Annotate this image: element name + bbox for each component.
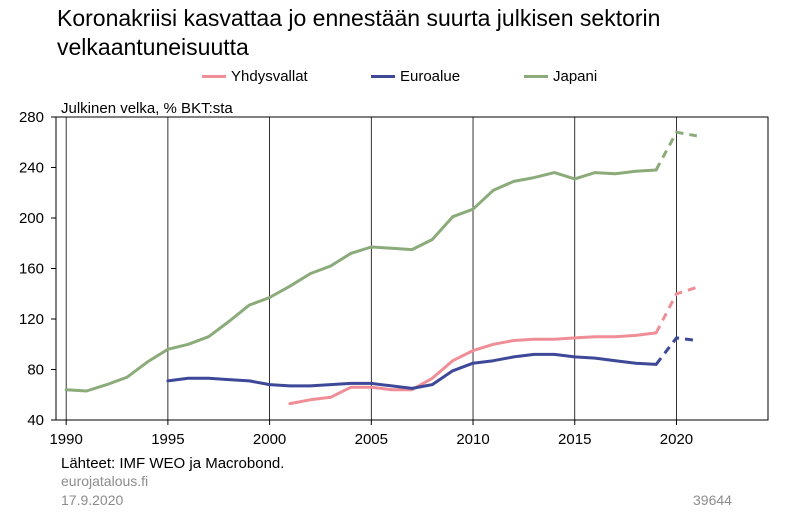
y-tick-label-80: 80 [27,362,44,379]
chart-title: Koronakriisi kasvattaa jo ennestään suur… [57,4,660,62]
series-line-yhdysvallat [288,331,658,406]
legend: Yhdysvallat Euroalue Japani [0,68,801,90]
legend-item-japani: Japani [524,68,597,85]
y-tick-label-120: 120 [19,311,44,328]
x-tick-label-2015: 2015 [558,431,591,448]
legend-label-euroalue: Euroalue [400,68,461,85]
series-forecast-euroalue [654,336,697,366]
y-tick-label-160: 160 [19,261,44,278]
chart-title-line-2: velkaantuneisuutta [57,34,249,60]
legend-swatch-yhdysvallat [202,75,226,78]
legend-label-japani: Japani [553,68,598,85]
plot-frame [55,116,769,421]
series-forecast-japani [654,130,698,171]
series-line-euroalue [166,352,658,390]
series-forecast-yhdysvallat [654,285,698,334]
y-tick-label-240: 240 [19,160,44,177]
chart-title-line-1: Koronakriisi kasvattaa jo ennestään suur… [57,5,661,31]
x-tick-label-1995: 1995 [151,431,184,448]
legend-swatch-japani [524,75,548,78]
legend-item-euroalue: Euroalue [371,68,460,85]
source-note: Lähteet: IMF WEO ja Macrobond. [61,455,285,472]
y-tick-label-40: 40 [27,412,44,429]
x-tick-label-1990: 1990 [49,431,82,448]
series-line-japani [64,168,658,393]
legend-label-yhdysvallat: Yhdysvallat [231,68,308,85]
publish-date: 17.9.2020 [61,492,124,508]
y-tick-label-280: 280 [19,109,44,126]
legend-item-yhdysvallat: Yhdysvallat [202,68,308,85]
y-tick-label-200: 200 [19,210,44,227]
x-tick-label-2005: 2005 [355,431,388,448]
chart-code: 39644 [693,492,732,508]
x-tick-label-2020: 2020 [660,431,693,448]
site-name: eurojatalous.fi [61,473,149,489]
x-tick-label-2010: 2010 [456,431,489,448]
x-tick-label-2000: 2000 [253,431,286,448]
legend-swatch-euroalue [371,75,395,78]
y-axis-label: Julkinen velka, % BKT:sta [61,100,233,117]
